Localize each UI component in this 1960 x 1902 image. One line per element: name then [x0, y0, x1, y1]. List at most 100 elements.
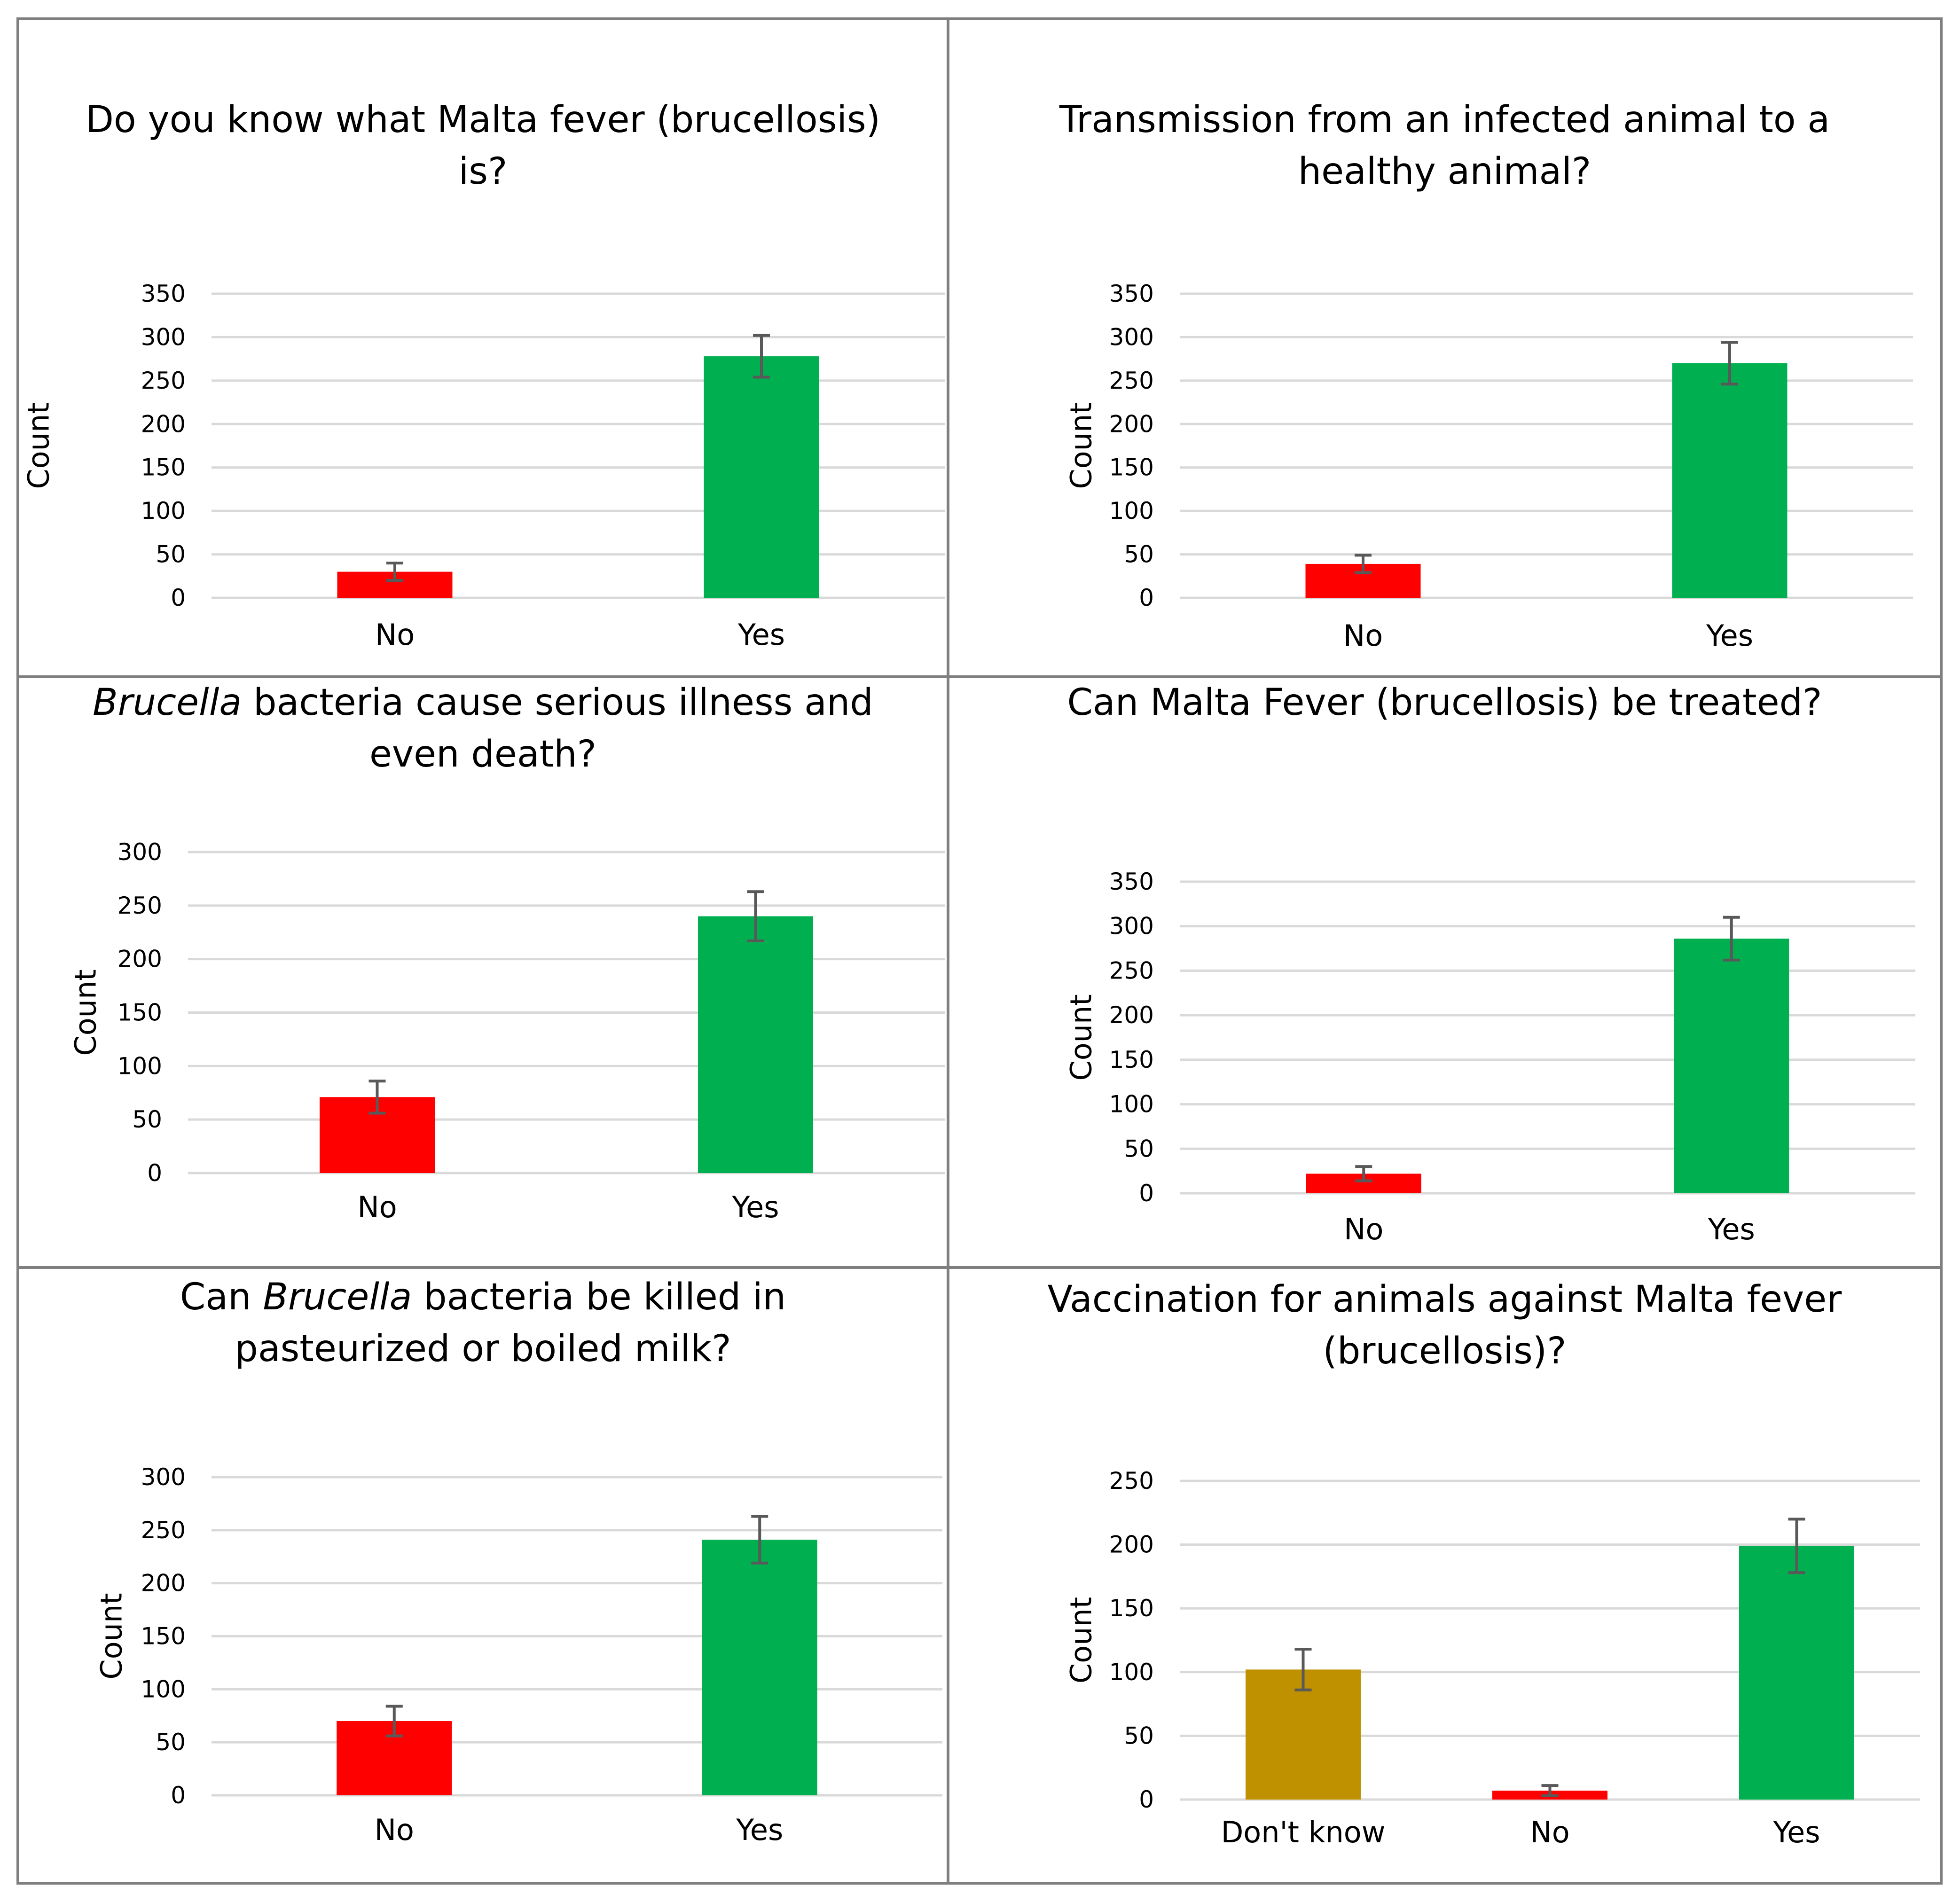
x-category-label: No [1343, 618, 1383, 653]
y-tick-label: 200 [1109, 1002, 1154, 1029]
x-category-label: No [1344, 1212, 1383, 1246]
chart-title-line: Do you know what Malta fever (brucellosi… [18, 94, 948, 146]
y-tick-label: 250 [1109, 957, 1154, 984]
y-tick-label: 150 [118, 999, 162, 1026]
error-bar-yes [751, 1515, 768, 1565]
bar-yes [704, 356, 819, 598]
y-tick-label: 250 [1109, 367, 1154, 394]
chart-title: Transmission from an infected animal to … [948, 94, 1941, 197]
bar-series [337, 356, 819, 598]
y-tick-label: 50 [132, 1106, 162, 1133]
x-axis-categories: No Yes [1344, 1212, 1755, 1246]
bar-yes [702, 1540, 817, 1795]
chart-title-segment: even death? [369, 733, 597, 775]
error-bars [1355, 341, 1738, 574]
x-category-label: Yes [1708, 1212, 1755, 1246]
y-tick-label: 200 [141, 1570, 186, 1597]
y-tick-label: 0 [1139, 584, 1154, 611]
bar-yes [1672, 363, 1788, 598]
x-category-label: Yes [1772, 1815, 1820, 1849]
y-tick-label: 0 [1139, 1180, 1154, 1207]
chart-title-segment: pasteurized or boiled milk? [235, 1328, 731, 1370]
chart-plot: 0 50 100 150 200 250 300 Count No Yes [69, 838, 945, 1224]
x-category-label: Yes [736, 1813, 783, 1847]
y-tick-label: 300 [141, 323, 186, 351]
error-bar-no [385, 1705, 403, 1738]
y-axis-ticks: 0 50 100 150 200 250 [1109, 1467, 1154, 1813]
y-tick-label: 250 [141, 367, 186, 394]
chart-title: Vaccination for animals against Malta fe… [948, 1274, 1941, 1377]
x-axis-categories: No Yes [1343, 618, 1753, 653]
error-bar-no [1355, 554, 1372, 574]
chart-plot: 0 50 100 150 200 250 Count Don't know No Yes [1064, 1467, 1920, 1849]
chart-panel-treatable: Can Malta Fever (brucellosis) be treated… [948, 677, 1941, 1268]
gridlines [212, 1476, 942, 1797]
chart-title-line: Brucella bacteria cause serious illness … [18, 677, 948, 728]
error-bar-yes [1788, 1518, 1805, 1574]
y-tick-label: 250 [1109, 1467, 1154, 1495]
chart-title-segment: is? [458, 150, 508, 193]
y-tick-label: 150 [1109, 454, 1154, 481]
y-axis-title: Count [69, 969, 103, 1056]
x-axis-categories: No Yes [375, 618, 785, 652]
chart-title-line: Vaccination for animals against Malta fe… [948, 1274, 1941, 1325]
y-tick-label: 350 [1109, 280, 1154, 307]
chart-title-line: Transmission from an infected animal to … [948, 94, 1941, 146]
y-axis-title: Count [1064, 994, 1098, 1080]
chart-title-segment: Do you know what Malta fever (brucellosi… [85, 99, 881, 141]
x-category-label: No [375, 618, 415, 652]
chart-title-segment: Transmission from an infected animal to … [1059, 99, 1830, 141]
chart-title: Can Brucella bacteria be killed in pasteu… [18, 1271, 948, 1375]
y-tick-label: 250 [141, 1517, 186, 1544]
y-axis-ticks: 0 50 100 150 200 250 300 [118, 838, 162, 1187]
chart-plot: 0 50 100 150 200 250 300 Count No Yes [94, 1464, 942, 1847]
chart-title: Brucella bacteria cause serious illness … [18, 677, 948, 780]
y-tick-label: 100 [1109, 497, 1154, 524]
y-tick-label: 150 [141, 1623, 186, 1650]
y-tick-label: 50 [156, 541, 186, 568]
x-category-label: No [1530, 1815, 1569, 1849]
error-bars [386, 334, 770, 582]
x-axis-categories: No Yes [375, 1813, 784, 1847]
y-tick-label: 0 [171, 1782, 186, 1809]
y-tick-label: 50 [1124, 1722, 1154, 1749]
x-category-label: Yes [731, 1190, 779, 1224]
chart-title: Do you know what Malta fever (brucellosi… [18, 94, 948, 197]
error-bar-yes [753, 334, 770, 379]
x-category-label: No [357, 1190, 397, 1224]
x-category-label: No [375, 1813, 414, 1847]
chart-title-segment: Can Malta Fever (brucellosis) be treated… [1067, 681, 1822, 724]
chart-title-segment: (brucellosis)? [1323, 1330, 1567, 1372]
y-tick-label: 100 [1109, 1091, 1154, 1118]
bar-series [1306, 939, 1789, 1193]
y-axis-title: Count [1064, 1597, 1098, 1683]
chart-title-line: healthy animal? [948, 146, 1941, 197]
y-axis-title: Count [1064, 402, 1098, 489]
chart-title-segment: Vaccination for animals against Malta fe… [1047, 1278, 1842, 1321]
chart-plot: 0 50 100 150 200 250 300 350 Count No Yes [22, 280, 945, 652]
gridlines [1180, 292, 1913, 599]
error-bars [1355, 916, 1740, 1182]
y-tick-label: 300 [118, 838, 162, 866]
chart-title-segment: bacteria cause serious illness and [242, 681, 873, 724]
chart-title-line: Can Malta Fever (brucellosis) be treated… [948, 677, 1941, 728]
y-tick-label: 100 [141, 1675, 186, 1703]
error-bar-no [1355, 1165, 1372, 1182]
figure-border [16, 17, 1943, 1885]
y-tick-label: 350 [141, 280, 186, 307]
x-category-label: Yes [737, 618, 785, 652]
x-axis-categories: No Yes [357, 1190, 779, 1224]
chart-title-line: is? [18, 146, 948, 197]
y-tick-label: 0 [171, 584, 186, 611]
y-tick-label: 200 [118, 946, 162, 973]
y-axis-ticks: 0 50 100 150 200 250 300 [141, 1464, 186, 1809]
y-tick-label: 200 [1109, 410, 1154, 438]
y-axis-title: Count [94, 1593, 129, 1679]
y-tick-label: 50 [1124, 1135, 1154, 1162]
y-tick-label: 300 [1109, 323, 1154, 351]
chart-title-line: Can Brucella bacteria be killed in [18, 1271, 948, 1323]
y-tick-label: 50 [156, 1729, 186, 1756]
chart-title: Can Malta Fever (brucellosis) be treated… [948, 677, 1941, 728]
